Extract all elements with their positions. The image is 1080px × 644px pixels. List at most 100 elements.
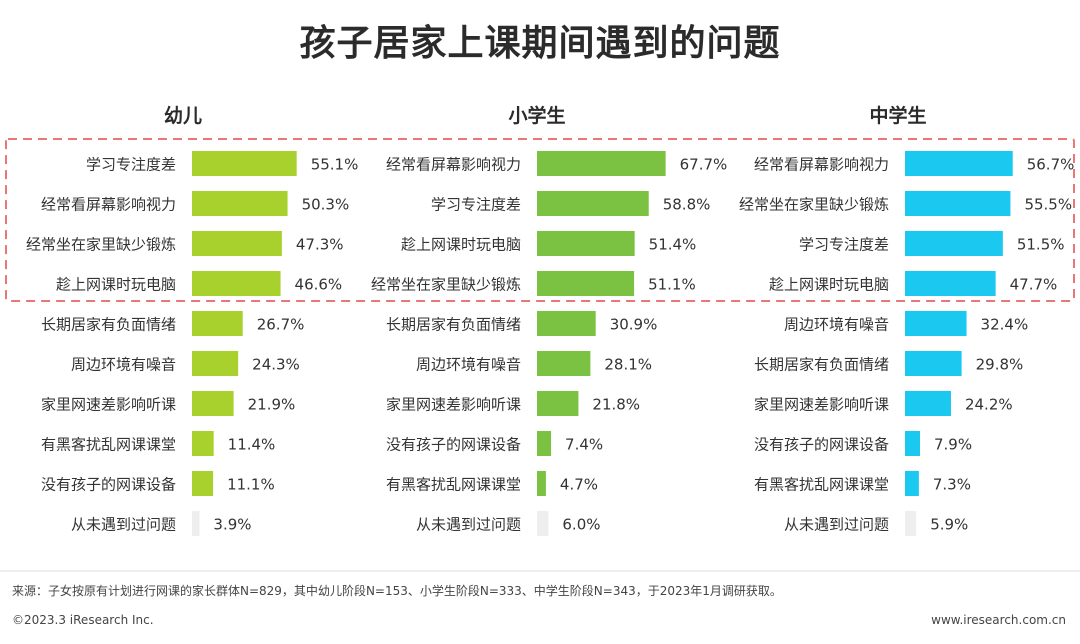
data-label: 5.9% bbox=[930, 516, 968, 534]
data-label: 50.3% bbox=[302, 196, 350, 214]
bar bbox=[537, 311, 596, 336]
data-label: 55.5% bbox=[1024, 196, 1072, 214]
data-label: 7.3% bbox=[933, 476, 971, 494]
bar bbox=[537, 271, 635, 296]
data-label: 21.9% bbox=[248, 396, 296, 414]
bar bbox=[192, 431, 214, 456]
data-label: 51.4% bbox=[649, 236, 697, 254]
category-label: 从未遇到过问题 bbox=[784, 516, 889, 534]
bar bbox=[905, 471, 919, 496]
bar bbox=[905, 391, 951, 416]
bar bbox=[905, 511, 917, 536]
data-label: 51.5% bbox=[1017, 236, 1065, 254]
copyright: ©2023.3 iResearch Inc. bbox=[12, 613, 154, 627]
bar bbox=[192, 151, 297, 176]
data-label: 58.8% bbox=[663, 196, 711, 214]
category-label: 从未遇到过问题 bbox=[71, 516, 176, 534]
panel-title: 幼儿 bbox=[164, 104, 202, 127]
bar bbox=[905, 191, 1011, 216]
chart-title: 孩子居家上课期间遇到的问题 bbox=[299, 23, 781, 64]
bar bbox=[192, 471, 214, 496]
bar bbox=[905, 151, 1013, 176]
data-label: 24.2% bbox=[965, 396, 1013, 414]
category-label: 经常看屏幕影响视力 bbox=[41, 196, 176, 214]
data-label: 7.9% bbox=[934, 436, 972, 454]
bar bbox=[537, 351, 591, 376]
category-label: 长期居家有负面情绪 bbox=[754, 356, 889, 374]
data-label: 55.1% bbox=[311, 156, 359, 174]
bar bbox=[192, 271, 281, 296]
bar bbox=[192, 191, 288, 216]
category-label: 有黑客扰乱网课课堂 bbox=[41, 436, 176, 454]
category-label: 经常坐在家里缺少锻炼 bbox=[371, 276, 521, 294]
data-label: 29.8% bbox=[976, 356, 1024, 374]
data-label: 11.1% bbox=[227, 476, 275, 494]
category-label: 家里网速差影响听课 bbox=[754, 396, 889, 414]
category-label: 趁上网课时玩电脑 bbox=[56, 276, 176, 294]
data-label: 28.1% bbox=[604, 356, 652, 374]
website: www.iresearch.com.cn bbox=[931, 613, 1066, 627]
category-label: 学习专注度差 bbox=[431, 196, 521, 214]
category-label: 家里网速差影响听课 bbox=[386, 396, 521, 414]
data-label: 67.7% bbox=[680, 156, 728, 174]
category-label: 趁上网课时玩电脑 bbox=[769, 276, 889, 294]
data-label: 30.9% bbox=[610, 316, 658, 334]
category-label: 有黑客扰乱网课课堂 bbox=[386, 476, 521, 494]
category-label: 周边环境有噪音 bbox=[416, 356, 521, 374]
bar bbox=[192, 231, 282, 256]
category-label: 家里网速差影响听课 bbox=[41, 396, 176, 414]
category-label: 周边环境有噪音 bbox=[71, 356, 176, 374]
data-label: 21.8% bbox=[592, 396, 640, 414]
bar bbox=[192, 391, 234, 416]
category-label: 学习专注度差 bbox=[86, 156, 176, 174]
bar bbox=[537, 511, 549, 536]
category-label: 经常看屏幕影响视力 bbox=[754, 156, 889, 174]
bar bbox=[905, 311, 967, 336]
category-label: 周边环境有噪音 bbox=[784, 316, 889, 334]
data-label: 3.9% bbox=[213, 516, 251, 534]
data-label: 11.4% bbox=[228, 436, 276, 454]
data-label: 6.0% bbox=[562, 516, 600, 534]
data-label: 26.7% bbox=[257, 316, 305, 334]
category-label: 没有孩子的网课设备 bbox=[41, 476, 176, 494]
bar bbox=[192, 511, 200, 536]
bar bbox=[537, 431, 552, 456]
category-label: 经常坐在家里缺少锻炼 bbox=[739, 196, 889, 214]
category-label: 长期居家有负面情绪 bbox=[41, 316, 176, 334]
category-label: 长期居家有负面情绪 bbox=[386, 316, 521, 334]
bar bbox=[537, 391, 579, 416]
bar bbox=[537, 151, 666, 176]
category-label: 没有孩子的网课设备 bbox=[386, 436, 521, 454]
bar bbox=[537, 191, 649, 216]
data-label: 47.3% bbox=[296, 236, 344, 254]
bar bbox=[537, 471, 546, 496]
top-four-highlight-frame bbox=[5, 138, 1075, 302]
data-label: 32.4% bbox=[981, 316, 1029, 334]
data-label: 24.3% bbox=[252, 356, 300, 374]
source-note: 来源：子女按原有计划进行网课的家长群体N=829，其中幼儿阶段N=153、小学生… bbox=[12, 584, 782, 598]
category-label: 经常坐在家里缺少锻炼 bbox=[26, 236, 176, 254]
data-label: 46.6% bbox=[295, 276, 343, 294]
bar bbox=[192, 351, 239, 376]
bar bbox=[905, 271, 996, 296]
data-label: 47.7% bbox=[1010, 276, 1058, 294]
data-label: 51.1% bbox=[648, 276, 696, 294]
category-label: 有黑客扰乱网课课堂 bbox=[754, 476, 889, 494]
category-label: 经常看屏幕影响视力 bbox=[386, 156, 521, 174]
bar bbox=[905, 231, 1003, 256]
category-label: 从未遇到过问题 bbox=[416, 516, 521, 534]
data-label: 4.7% bbox=[560, 476, 598, 494]
panel-title: 中学生 bbox=[869, 104, 926, 127]
bar bbox=[192, 311, 243, 336]
data-label: 7.4% bbox=[565, 436, 603, 454]
panel-title: 小学生 bbox=[508, 104, 565, 127]
bar bbox=[905, 351, 962, 376]
category-label: 学习专注度差 bbox=[799, 236, 889, 254]
bar bbox=[537, 231, 635, 256]
bar bbox=[905, 431, 921, 456]
data-label: 56.7% bbox=[1027, 156, 1075, 174]
